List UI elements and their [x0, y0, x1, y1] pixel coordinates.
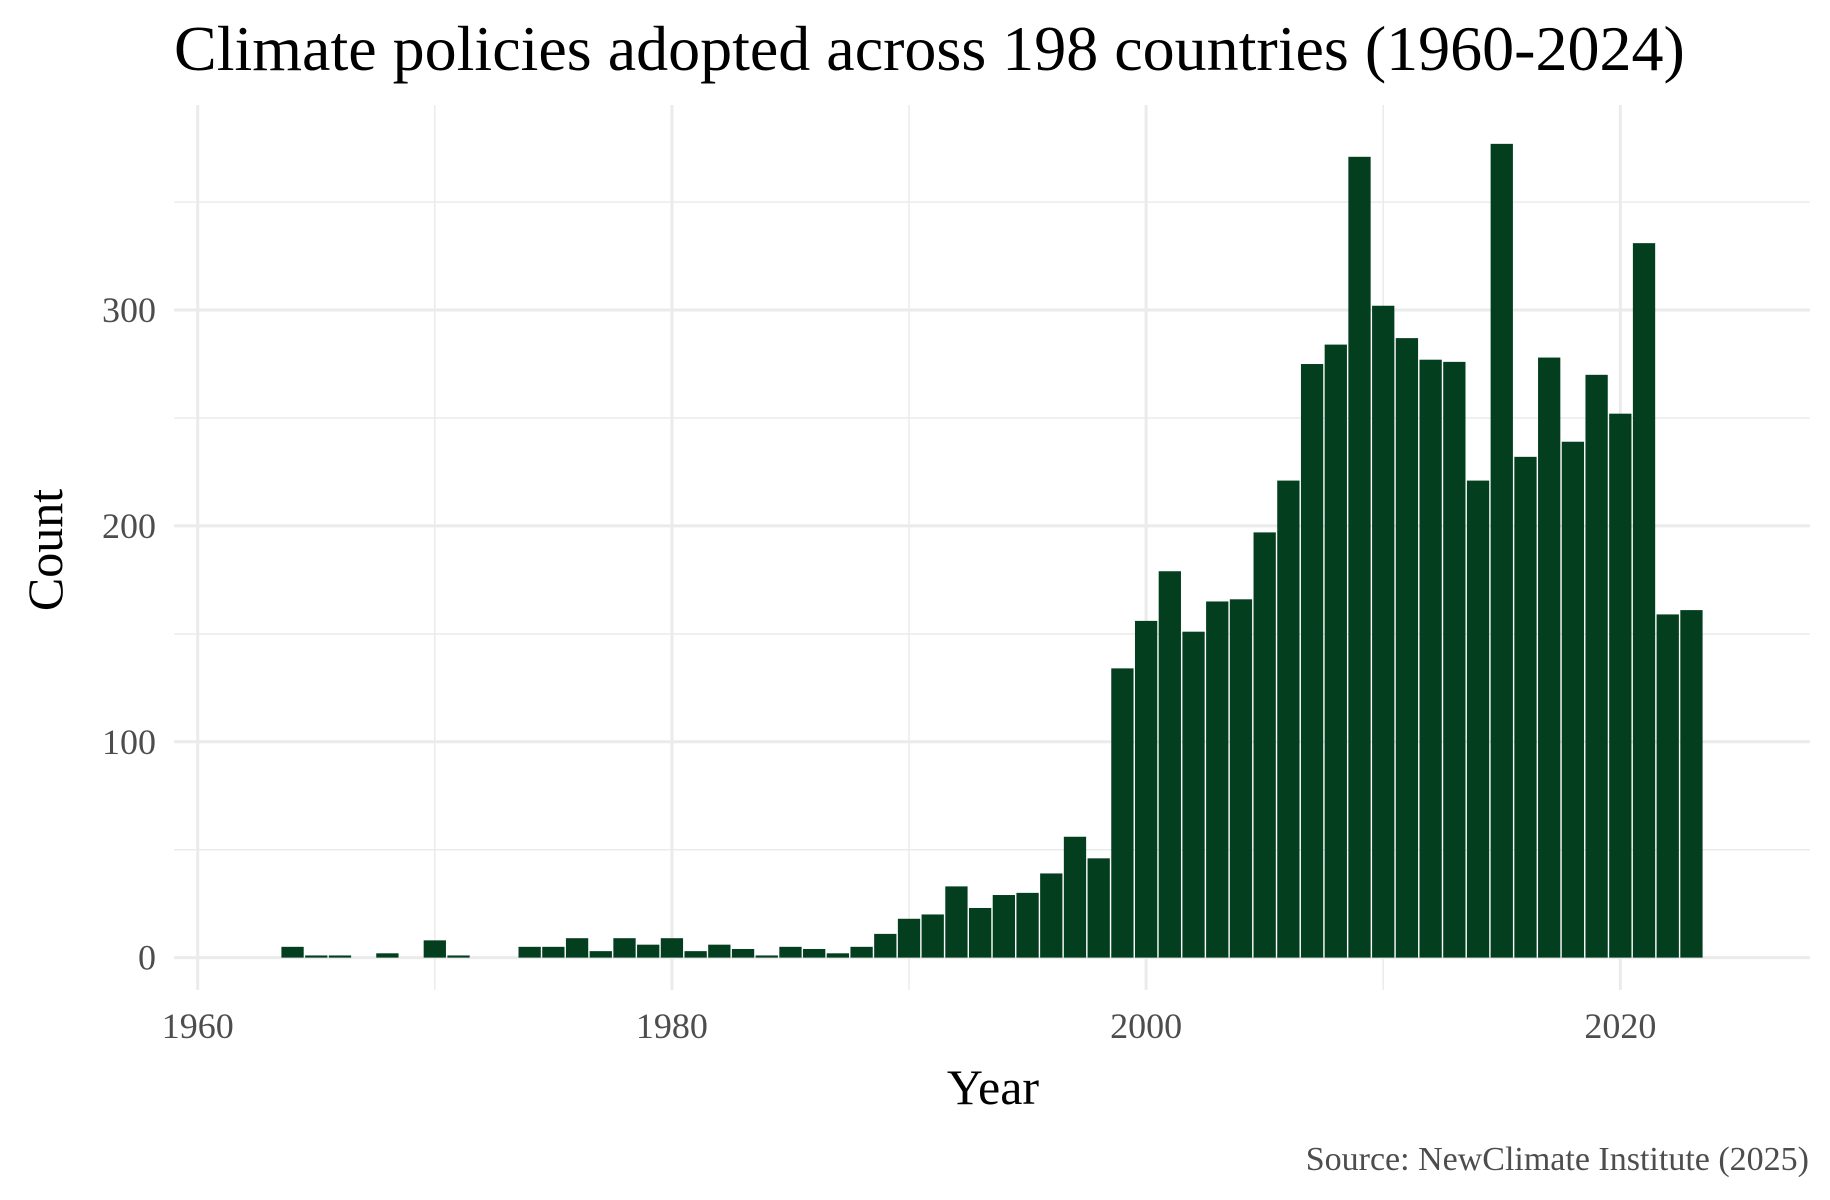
- bar-2012: [1419, 359, 1442, 958]
- bar-1968: [376, 953, 399, 958]
- bar-1977: [589, 951, 612, 958]
- bar-1964: [281, 946, 304, 958]
- bar-2017: [1538, 357, 1561, 958]
- x-tick-label: 1960: [162, 1006, 234, 1046]
- bar-2009: [1348, 156, 1371, 958]
- bar-1989: [874, 933, 897, 958]
- x-tick-label: 1980: [636, 1006, 708, 1046]
- bar-1976: [565, 938, 589, 958]
- y-tick-label: 200: [102, 506, 156, 546]
- x-tick-label: 2020: [1584, 1006, 1656, 1046]
- bar-2006: [1277, 480, 1300, 958]
- bar-1979: [637, 944, 660, 958]
- bar-2000: [1134, 620, 1158, 958]
- bar-2004: [1229, 599, 1253, 958]
- y-tick-label: 300: [102, 290, 156, 330]
- bar-1974: [518, 946, 541, 958]
- bar-1998: [1087, 858, 1110, 958]
- bar-2020: [1609, 413, 1632, 958]
- bar-2008: [1324, 344, 1347, 958]
- chart-title: Climate policies adopted across 198 coun…: [174, 13, 1685, 84]
- bar-1971: [447, 955, 470, 958]
- x-tick-label: 2000: [1110, 1006, 1182, 1046]
- bar-1984: [755, 955, 778, 958]
- bar-1996: [1040, 873, 1063, 958]
- bar-2021: [1632, 243, 1656, 958]
- bar-1992: [945, 886, 968, 958]
- bar-1985: [779, 946, 802, 958]
- bar-2019: [1585, 374, 1608, 958]
- bar-1966: [328, 955, 352, 958]
- y-tick-label: 100: [102, 722, 156, 762]
- bar-1986: [803, 948, 826, 958]
- bar-1991: [921, 914, 944, 958]
- bar-1965: [305, 955, 328, 958]
- bar-2022: [1656, 614, 1679, 958]
- bar-2013: [1443, 361, 1466, 958]
- bar-1990: [897, 918, 921, 958]
- bar-1994: [992, 895, 1015, 958]
- x-axis-ticks: 1960 1980 2000 2020: [162, 1006, 1657, 1046]
- bar-2023: [1680, 610, 1703, 958]
- bar-2011: [1395, 338, 1419, 958]
- x-axis-title: Year: [947, 1059, 1039, 1115]
- bar-2001: [1158, 571, 1181, 958]
- bar-1982: [708, 944, 731, 958]
- bar-1988: [850, 946, 873, 958]
- bar-2014: [1466, 480, 1490, 958]
- bar-2005: [1253, 532, 1276, 958]
- bar-2018: [1561, 441, 1585, 958]
- bar-1983: [731, 948, 755, 958]
- bar-2007: [1300, 364, 1324, 958]
- bar-1987: [826, 953, 850, 958]
- bar-2016: [1514, 456, 1537, 958]
- bar-1980: [660, 938, 684, 958]
- bar-1997: [1063, 836, 1087, 958]
- bars: [281, 143, 1703, 958]
- bar-2003: [1206, 601, 1229, 958]
- bar-1975: [542, 946, 565, 958]
- bar-2010: [1372, 305, 1395, 958]
- bar-2015: [1490, 143, 1513, 958]
- bar-1978: [613, 938, 636, 958]
- y-tick-label: 0: [138, 938, 156, 978]
- y-axis-title: Count: [17, 489, 73, 611]
- bar-2002: [1182, 631, 1205, 958]
- y-axis-ticks: 0 100 200 300: [102, 290, 156, 978]
- bar-1970: [423, 940, 446, 958]
- bar-1995: [1016, 892, 1039, 958]
- source-caption: Source: NewClimate Institute (2025): [1306, 1141, 1809, 1178]
- bar-1993: [969, 907, 992, 958]
- bar-1981: [684, 951, 707, 958]
- bar-1999: [1111, 668, 1134, 958]
